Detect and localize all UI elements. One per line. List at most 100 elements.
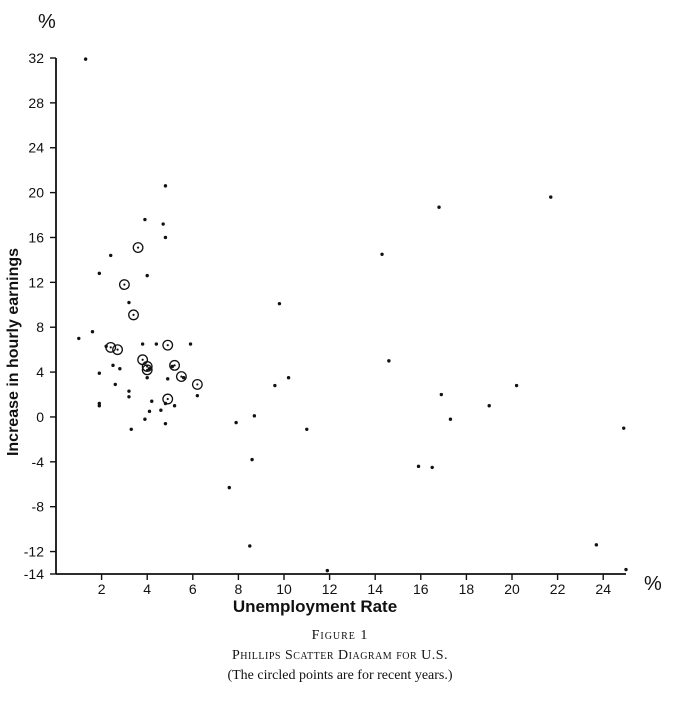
y-axis-title: Increase in hourly earnings: [5, 248, 22, 456]
data-point: [549, 195, 553, 199]
data-point: [250, 457, 254, 462]
circled-data-point-center: [196, 383, 199, 386]
y-tick-label: 8: [36, 319, 44, 335]
y-tick-label: -4: [32, 454, 45, 470]
circled-data-point: [141, 364, 153, 376]
data-point: [437, 205, 441, 209]
axes: [55, 58, 626, 575]
y-unit-label: %: [38, 11, 56, 33]
data-point: [188, 342, 193, 346]
data-point: [439, 392, 444, 397]
data-point: [143, 417, 147, 421]
circled-data-point: [132, 242, 144, 254]
data-point: [111, 363, 115, 368]
circled-data-point-center: [132, 313, 135, 316]
circled-data-point: [191, 378, 203, 390]
circled-data-point-center: [166, 397, 169, 401]
data-point: [594, 543, 599, 547]
data-point: [147, 409, 152, 414]
data-point: [140, 342, 145, 346]
data-point: [83, 57, 88, 61]
circled-data-point-center: [136, 246, 140, 249]
data-point: [145, 273, 149, 278]
data-point: [227, 485, 231, 490]
data-point: [109, 253, 113, 258]
x-axis-title: Unemployment Rate: [233, 597, 397, 616]
y-tick-label: 24: [28, 140, 44, 156]
x-tick-label: 24: [595, 581, 611, 597]
y-tick-label: -12: [24, 544, 44, 560]
y-tick-label: 12: [28, 274, 44, 290]
x-tick-label: 2: [98, 581, 106, 597]
y-tick-label: 16: [28, 229, 44, 245]
circled-data-point-center: [173, 364, 176, 367]
x-tick-label: 4: [143, 581, 151, 597]
data-point: [273, 383, 277, 388]
data-point: [127, 300, 131, 305]
circled-data-point: [118, 279, 130, 291]
y-tick-label: 4: [36, 364, 44, 380]
y-tick-label: -8: [32, 499, 45, 515]
data-point: [77, 336, 81, 341]
data-point: [159, 408, 163, 412]
circled-data-point: [162, 339, 174, 351]
x-unit-label: %: [644, 573, 662, 595]
x-tick-label: 20: [504, 581, 520, 597]
data-point: [145, 375, 149, 380]
data-point: [154, 342, 159, 346]
data-point: [387, 359, 391, 363]
circled-data-point-center: [146, 365, 149, 368]
y-tick-label: 32: [28, 50, 44, 66]
data-point: [277, 301, 282, 306]
data-point: [305, 427, 309, 431]
figure-title: Phillips Scatter Diagram for U.S.: [231, 648, 449, 663]
y-tick-label: 20: [28, 185, 44, 201]
data-point: [325, 568, 330, 573]
x-tick-label: 14: [367, 581, 383, 597]
y-tick-label: 28: [28, 95, 44, 111]
data-point: [170, 364, 174, 369]
data-point: [90, 330, 95, 334]
y-tick-label: 0: [36, 409, 44, 425]
data-point: [286, 375, 291, 380]
data-points: [77, 57, 628, 573]
data-point: [448, 417, 453, 421]
circled-data-point: [162, 393, 174, 405]
data-point: [97, 371, 102, 375]
figure-label: Figure 1: [311, 628, 369, 643]
x-tick-label: 16: [413, 581, 429, 597]
data-point: [234, 420, 238, 425]
data-point: [172, 404, 177, 408]
circled-data-point: [112, 344, 124, 356]
data-point: [416, 464, 421, 469]
data-point: [127, 389, 131, 393]
data-point: [514, 383, 519, 388]
circled-data-point-center: [123, 283, 126, 286]
data-point: [248, 544, 252, 548]
x-tick-label: 22: [550, 581, 566, 597]
data-point: [163, 184, 168, 188]
circled-data-point: [105, 341, 117, 353]
x-tick-label: 8: [235, 581, 243, 597]
data-point: [97, 271, 102, 276]
data-point: [113, 382, 117, 387]
x-tick-label: 10: [276, 581, 292, 597]
circled-data-point: [175, 371, 187, 383]
circled-data-point: [169, 359, 181, 371]
x-tick-label: 6: [189, 581, 197, 597]
data-point: [430, 465, 434, 470]
x-tick-label: 12: [322, 581, 338, 597]
data-point: [127, 395, 131, 399]
data-point: [252, 414, 257, 418]
data-point: [150, 399, 154, 403]
data-point: [622, 426, 626, 430]
data-point: [161, 222, 165, 226]
data-point: [163, 421, 168, 426]
circled-data-point-center: [146, 368, 149, 371]
circled-data-point-center: [166, 344, 169, 347]
circled-data-point-center: [116, 348, 119, 351]
circled-data-point-center: [180, 375, 183, 378]
data-point: [487, 404, 491, 408]
